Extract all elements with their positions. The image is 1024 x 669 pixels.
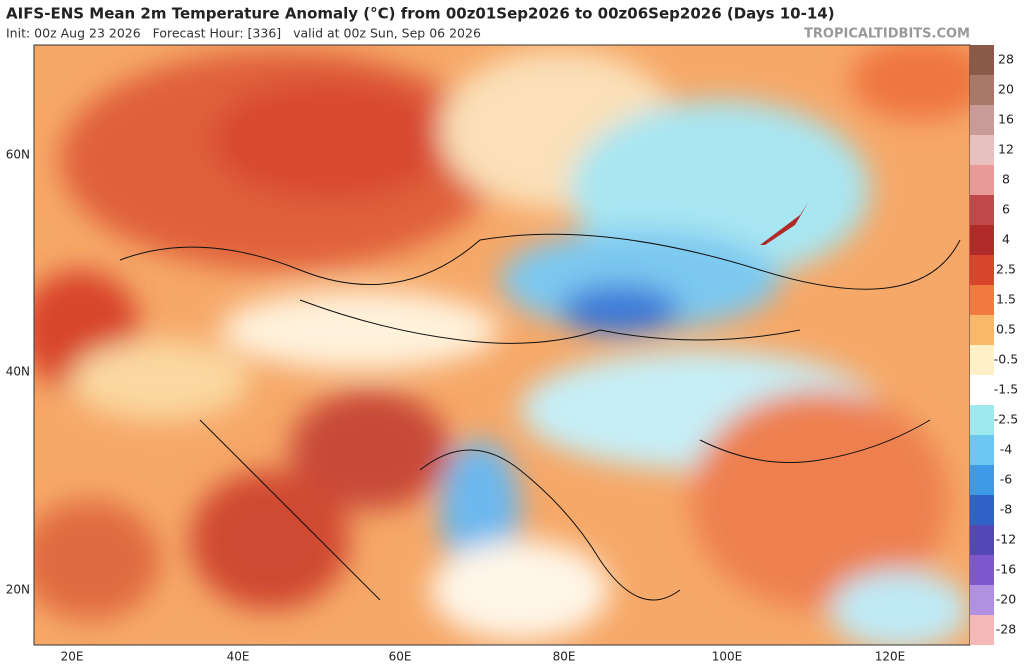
colorbar-swatch bbox=[970, 255, 994, 285]
colorbar-swatch bbox=[970, 345, 994, 375]
lon-label: 20E bbox=[61, 650, 84, 664]
lon-label: 80E bbox=[553, 650, 576, 664]
colorbar-swatch bbox=[970, 465, 994, 495]
colorbar-swatch bbox=[970, 585, 994, 615]
colorbar-label: 0.5 bbox=[996, 322, 1016, 337]
title: AIFS-ENS Mean 2m Temperature Anomaly (°C… bbox=[6, 5, 835, 23]
lat-label: 60N bbox=[6, 148, 30, 162]
lon-label: 100E bbox=[712, 650, 743, 664]
colorbar-swatch bbox=[970, 615, 994, 645]
colorbar-label: -12 bbox=[996, 532, 1016, 547]
colorbar-label: 16 bbox=[998, 112, 1014, 127]
lat-label: 40N bbox=[6, 365, 30, 379]
subtitle: Init: 00z Aug 23 2026 Forecast Hour: [33… bbox=[6, 26, 481, 41]
colorbar-swatch bbox=[970, 75, 994, 105]
lat-labels: 60N 40N 20N bbox=[6, 148, 30, 597]
colorbar-label: 20 bbox=[998, 82, 1014, 97]
lon-label: 60E bbox=[389, 650, 412, 664]
colorbar-label: 6 bbox=[1002, 202, 1010, 217]
colorbar-swatch bbox=[970, 315, 994, 345]
colorbar-swatch bbox=[970, 495, 994, 525]
colorbar: 28 20 16 12 8 6 4 2.5 1.5 0.5 -0.5 -1.5 -2.5 -4 -6 -8 -1… bbox=[970, 45, 1018, 645]
colorbar-swatch bbox=[970, 555, 994, 585]
colorbar-label: -6 bbox=[1000, 472, 1013, 487]
colorbar-swatch bbox=[970, 435, 994, 465]
lon-label: 120E bbox=[875, 650, 906, 664]
colorbar-label: -0.5 bbox=[994, 352, 1018, 367]
colorbar-label: -16 bbox=[996, 562, 1016, 577]
colorbar-label: -2.5 bbox=[994, 412, 1018, 427]
colorbar-swatch bbox=[970, 525, 994, 555]
colorbar-label: -20 bbox=[996, 592, 1016, 607]
lon-labels: 20E 40E 60E 80E 100E 120E bbox=[61, 650, 906, 664]
map-field bbox=[34, 45, 970, 645]
lon-label: 40E bbox=[227, 650, 250, 664]
colorbar-label: 12 bbox=[998, 142, 1014, 157]
colorbar-label: 28 bbox=[998, 52, 1014, 67]
colorbar-label: -4 bbox=[1000, 442, 1013, 457]
colorbar-label: 4 bbox=[1002, 232, 1010, 247]
colorbar-label: -8 bbox=[1000, 502, 1013, 517]
colorbar-swatch bbox=[970, 405, 994, 435]
colorbar-swatch bbox=[970, 165, 994, 195]
colorbar-label: 2.5 bbox=[996, 262, 1016, 277]
colorbar-swatch bbox=[970, 135, 994, 165]
lat-label: 20N bbox=[6, 583, 30, 597]
colorbar-swatch bbox=[970, 375, 994, 405]
colorbar-swatch bbox=[970, 285, 994, 315]
colorbar-swatch bbox=[970, 225, 994, 255]
colorbar-swatch bbox=[970, 105, 994, 135]
colorbar-label: 8 bbox=[1002, 172, 1010, 187]
colorbar-label: -1.5 bbox=[994, 382, 1018, 397]
colorbar-label: -28 bbox=[996, 622, 1016, 637]
colorbar-swatch bbox=[970, 195, 994, 225]
watermark: TROPICALTIDBITS.COM bbox=[804, 27, 970, 42]
colorbar-label: 1.5 bbox=[996, 292, 1016, 307]
colorbar-swatch bbox=[970, 45, 994, 75]
